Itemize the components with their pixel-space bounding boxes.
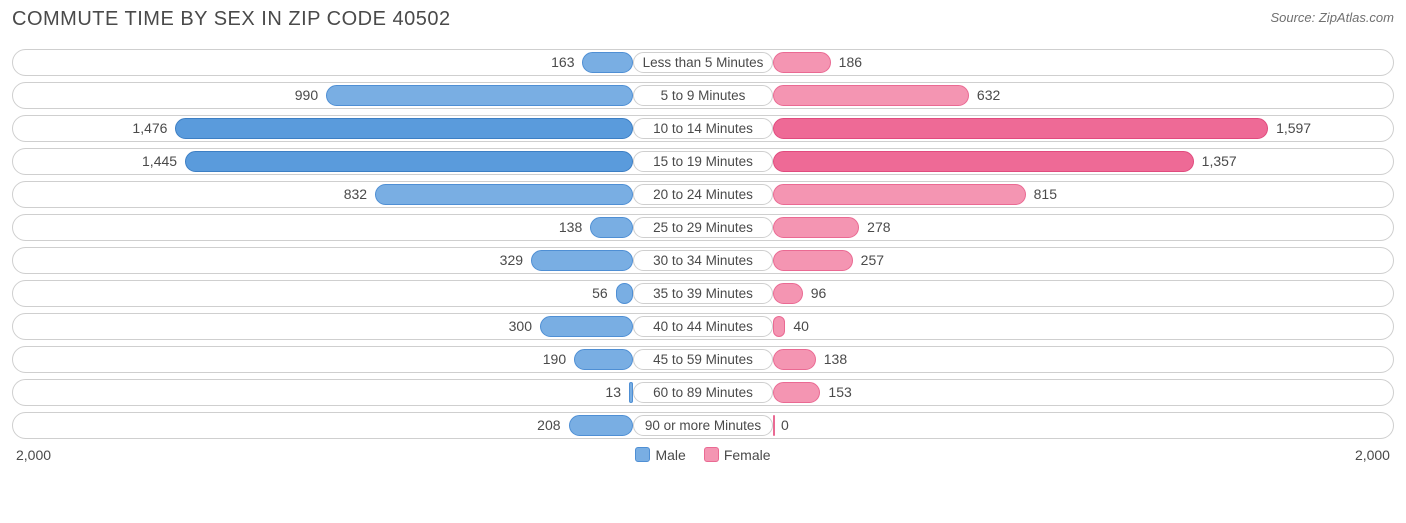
male-value-label: 1,476 — [132, 120, 167, 136]
chart-container: COMMUTE TIME BY SEX IN ZIP CODE 40502 So… — [0, 0, 1406, 523]
male-bar — [574, 349, 633, 370]
axis-right-label: 2,000 — [1355, 447, 1390, 463]
male-value-label: 329 — [500, 252, 523, 268]
female-value-label: 1,357 — [1202, 153, 1237, 169]
female-value-label: 632 — [977, 87, 1000, 103]
female-value-label: 153 — [828, 384, 851, 400]
chart-title: COMMUTE TIME BY SEX IN ZIP CODE 40502 — [12, 8, 451, 31]
female-bar — [773, 415, 775, 436]
male-bar — [531, 250, 633, 271]
table-row: 208 0 90 or more Minutes — [12, 412, 1394, 439]
male-value-label: 13 — [605, 384, 621, 400]
category-pill: 5 to 9 Minutes — [633, 85, 773, 106]
male-bar — [185, 151, 633, 172]
diverging-bar-chart: 163 186 Less than 5 Minutes 990 632 5 to 9 Mi… — [12, 49, 1394, 439]
female-value-label: 257 — [861, 252, 884, 268]
male-value-label: 138 — [559, 219, 582, 235]
female-swatch-icon — [704, 447, 719, 462]
category-pill: 15 to 19 Minutes — [633, 151, 773, 172]
table-row: 1,445 1,357 15 to 19 Minutes — [12, 148, 1394, 175]
table-row: 300 40 40 to 44 Minutes — [12, 313, 1394, 340]
male-value-label: 56 — [592, 285, 608, 301]
category-pill: 45 to 59 Minutes — [633, 349, 773, 370]
legend-male-label: Male — [655, 447, 685, 463]
male-bar — [590, 217, 633, 238]
male-value-label: 190 — [543, 351, 566, 367]
table-row: 832 815 20 to 24 Minutes — [12, 181, 1394, 208]
female-value-label: 40 — [793, 318, 809, 334]
male-bar — [616, 283, 633, 304]
header: COMMUTE TIME BY SEX IN ZIP CODE 40502 So… — [12, 8, 1394, 31]
male-value-label: 163 — [551, 54, 574, 70]
female-bar — [773, 151, 1194, 172]
male-value-label: 1,445 — [142, 153, 177, 169]
source-name: ZipAtlas.com — [1319, 10, 1394, 25]
category-pill: 60 to 89 Minutes — [633, 382, 773, 403]
female-bar — [773, 217, 859, 238]
female-bar — [773, 382, 820, 403]
female-bar — [773, 184, 1026, 205]
male-value-label: 832 — [344, 186, 367, 202]
table-row: 56 96 35 to 39 Minutes — [12, 280, 1394, 307]
female-value-label: 1,597 — [1276, 120, 1311, 136]
category-pill: 10 to 14 Minutes — [633, 118, 773, 139]
table-row: 138 278 25 to 29 Minutes — [12, 214, 1394, 241]
source-prefix: Source: — [1270, 10, 1318, 25]
legend: Male Female — [635, 447, 770, 463]
axis-row: 2,000 Male Female 2,000 — [12, 445, 1394, 463]
legend-female-label: Female — [724, 447, 771, 463]
category-pill: 25 to 29 Minutes — [633, 217, 773, 238]
category-pill: 20 to 24 Minutes — [633, 184, 773, 205]
category-pill: 40 to 44 Minutes — [633, 316, 773, 337]
legend-item-male: Male — [635, 447, 685, 463]
male-bar — [569, 415, 633, 436]
female-value-label: 815 — [1034, 186, 1057, 202]
table-row: 329 257 30 to 34 Minutes — [12, 247, 1394, 274]
female-value-label: 0 — [781, 417, 789, 433]
table-row: 163 186 Less than 5 Minutes — [12, 49, 1394, 76]
legend-item-female: Female — [704, 447, 771, 463]
male-bar — [175, 118, 633, 139]
category-pill: 35 to 39 Minutes — [633, 283, 773, 304]
male-bar — [375, 184, 633, 205]
male-bar — [582, 52, 633, 73]
female-bar — [773, 349, 816, 370]
axis-left-label: 2,000 — [16, 447, 51, 463]
female-bar — [773, 250, 853, 271]
female-bar — [773, 316, 785, 337]
female-bar — [773, 118, 1268, 139]
table-row: 1,476 1,597 10 to 14 Minutes — [12, 115, 1394, 142]
female-bar — [773, 52, 831, 73]
female-value-label: 138 — [824, 351, 847, 367]
table-row: 990 632 5 to 9 Minutes — [12, 82, 1394, 109]
male-bar — [540, 316, 633, 337]
female-bar — [773, 85, 969, 106]
category-pill: 30 to 34 Minutes — [633, 250, 773, 271]
male-value-label: 300 — [509, 318, 532, 334]
female-value-label: 186 — [839, 54, 862, 70]
category-pill: Less than 5 Minutes — [633, 52, 773, 73]
female-value-label: 278 — [867, 219, 890, 235]
category-pill: 90 or more Minutes — [633, 415, 773, 436]
male-bar — [326, 85, 633, 106]
table-row: 190 138 45 to 59 Minutes — [12, 346, 1394, 373]
source-attribution: Source: ZipAtlas.com — [1270, 10, 1394, 25]
male-swatch-icon — [635, 447, 650, 462]
table-row: 13 153 60 to 89 Minutes — [12, 379, 1394, 406]
male-value-label: 208 — [537, 417, 560, 433]
female-value-label: 96 — [811, 285, 827, 301]
female-bar — [773, 283, 803, 304]
male-value-label: 990 — [295, 87, 318, 103]
